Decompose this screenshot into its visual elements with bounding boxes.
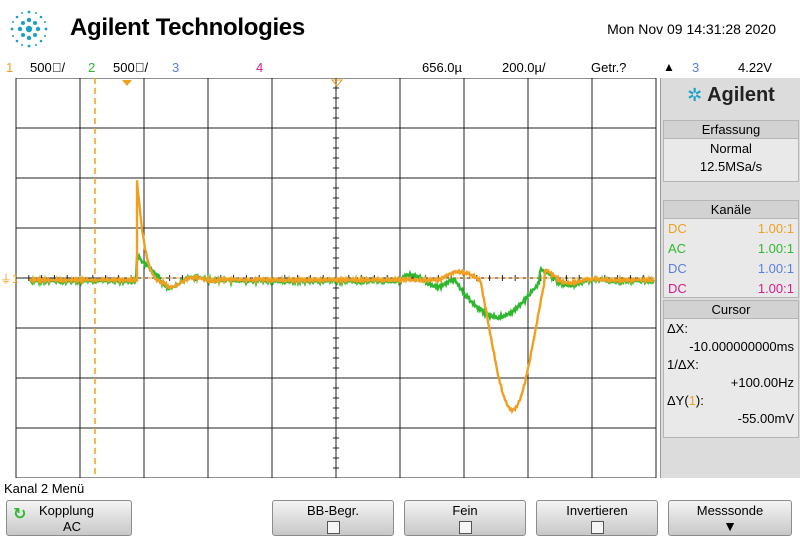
- trigger-source: 3: [692, 60, 699, 75]
- channels-title: Kanäle: [664, 201, 798, 219]
- time-offset: 656.0µ: [422, 60, 462, 75]
- fine-checkbox[interactable]: [459, 521, 472, 534]
- inv-delta-x-label: 1/ΔX:: [664, 355, 798, 375]
- trigger-level: 4.22V: [738, 60, 772, 75]
- channels-box[interactable]: Kanäle DC 1.00:1 AC 1.00:1 DC 1.00:1 DC …: [663, 200, 799, 298]
- delta-y-prefix: ΔY(: [667, 393, 689, 408]
- agilent-spark-small-icon: ✲: [687, 85, 702, 105]
- side-panel: ✲ Agilent Erfassung Normal 12.5MSa/s Kan…: [660, 78, 800, 478]
- ch2-number: 2: [88, 60, 95, 75]
- delta-y-channel: 1: [689, 393, 696, 408]
- ch3-number: 3: [172, 60, 179, 75]
- acquisition-box[interactable]: Erfassung Normal 12.5MSa/s: [663, 120, 799, 182]
- delta-y-value: -55.00mV: [664, 409, 798, 429]
- datetime: Mon Nov 09 14:31:28 2020: [607, 21, 776, 37]
- delta-y-label: ΔY(1):: [664, 391, 798, 411]
- ch1-number: 1: [6, 60, 13, 75]
- ch2-scale: 500⃥/: [113, 60, 148, 75]
- ch2-coupling: AC: [668, 239, 686, 259]
- probe-softkey[interactable]: Messsonde ▼: [668, 500, 792, 536]
- brand-title: Agilent Technologies: [70, 14, 305, 42]
- refresh-icon: ↻: [13, 504, 26, 524]
- probe-label: Messsonde: [669, 503, 791, 518]
- invert-label: Invertieren: [537, 503, 657, 518]
- time-scale: 200.0µ/: [502, 60, 546, 75]
- channel-row-2: AC 1.00:1: [664, 239, 798, 259]
- submenu-arrow-icon: ▼: [669, 519, 791, 533]
- ch3-coupling: DC: [668, 259, 687, 279]
- panel-logo: ✲ Agilent: [661, 84, 800, 107]
- coupling-label: Kopplung: [39, 503, 94, 518]
- ch1-probe-ratio: 1.00:1: [758, 219, 794, 239]
- delta-x-label: ΔX:: [664, 319, 798, 339]
- acquisition-rate: 12.5MSa/s: [664, 157, 798, 177]
- status-bar: 1 500⃥/ 2 500⃥/ 3 4 656.0µ 200.0µ/ Getr.…: [0, 58, 800, 78]
- delta-y-suffix: ):: [696, 393, 704, 408]
- ch1-coupling: DC: [668, 219, 687, 239]
- channel-row-1: DC 1.00:1: [664, 219, 798, 239]
- delta-x-value: -10.000000000ms: [664, 337, 798, 357]
- channel-row-3: DC 1.00:1: [664, 259, 798, 279]
- waveform-display[interactable]: ⏚1: [0, 78, 660, 478]
- cursor-title: Cursor: [664, 301, 798, 319]
- invert-softkey[interactable]: Invertieren: [536, 500, 658, 536]
- ch1-scale: 500⃥/: [30, 60, 65, 75]
- cursor-box[interactable]: Cursor ΔX: -10.000000000ms 1/ΔX: +100.00…: [663, 300, 799, 438]
- acquisition-title: Erfassung: [664, 121, 798, 139]
- channel-row-4: DC 1.00:1: [664, 279, 798, 299]
- graticule: ⏚1: [0, 78, 660, 478]
- bw-limit-softkey[interactable]: BB-Begr.: [272, 500, 394, 536]
- agilent-spark-icon: [6, 6, 52, 52]
- ch3-probe-ratio: 1.00:1: [758, 259, 794, 279]
- invert-checkbox[interactable]: [591, 521, 604, 534]
- trigger-mode: Getr.?: [591, 60, 626, 75]
- ch2-probe-ratio: 1.00:1: [758, 239, 794, 259]
- trigger-updown-icon: ▲︎: [663, 60, 675, 74]
- bw-limit-checkbox[interactable]: [327, 521, 340, 534]
- bw-limit-label: BB-Begr.: [273, 503, 393, 518]
- fine-softkey[interactable]: Fein: [404, 500, 526, 536]
- menu-title: Kanal 2 Menü: [4, 481, 84, 496]
- acquisition-mode: Normal: [664, 139, 798, 159]
- softkey-menu: Kanal 2 Menü ↻ Kopplung AC BB-Begr. Fein…: [0, 478, 800, 539]
- coupling-softkey[interactable]: ↻ Kopplung AC: [6, 500, 132, 536]
- inv-delta-x-value: +100.00Hz: [664, 373, 798, 393]
- ch4-coupling: DC: [668, 279, 687, 299]
- fine-label: Fein: [405, 503, 525, 518]
- ch-ground-marker[interactable]: ⏚1: [0, 272, 19, 286]
- ch4-probe-ratio: 1.00:1: [758, 279, 794, 299]
- panel-logo-text: Agilent: [707, 84, 775, 106]
- header: Agilent Technologies Mon Nov 09 14:31:28…: [0, 0, 800, 58]
- ch4-number: 4: [256, 60, 263, 75]
- coupling-value: AC: [63, 519, 81, 534]
